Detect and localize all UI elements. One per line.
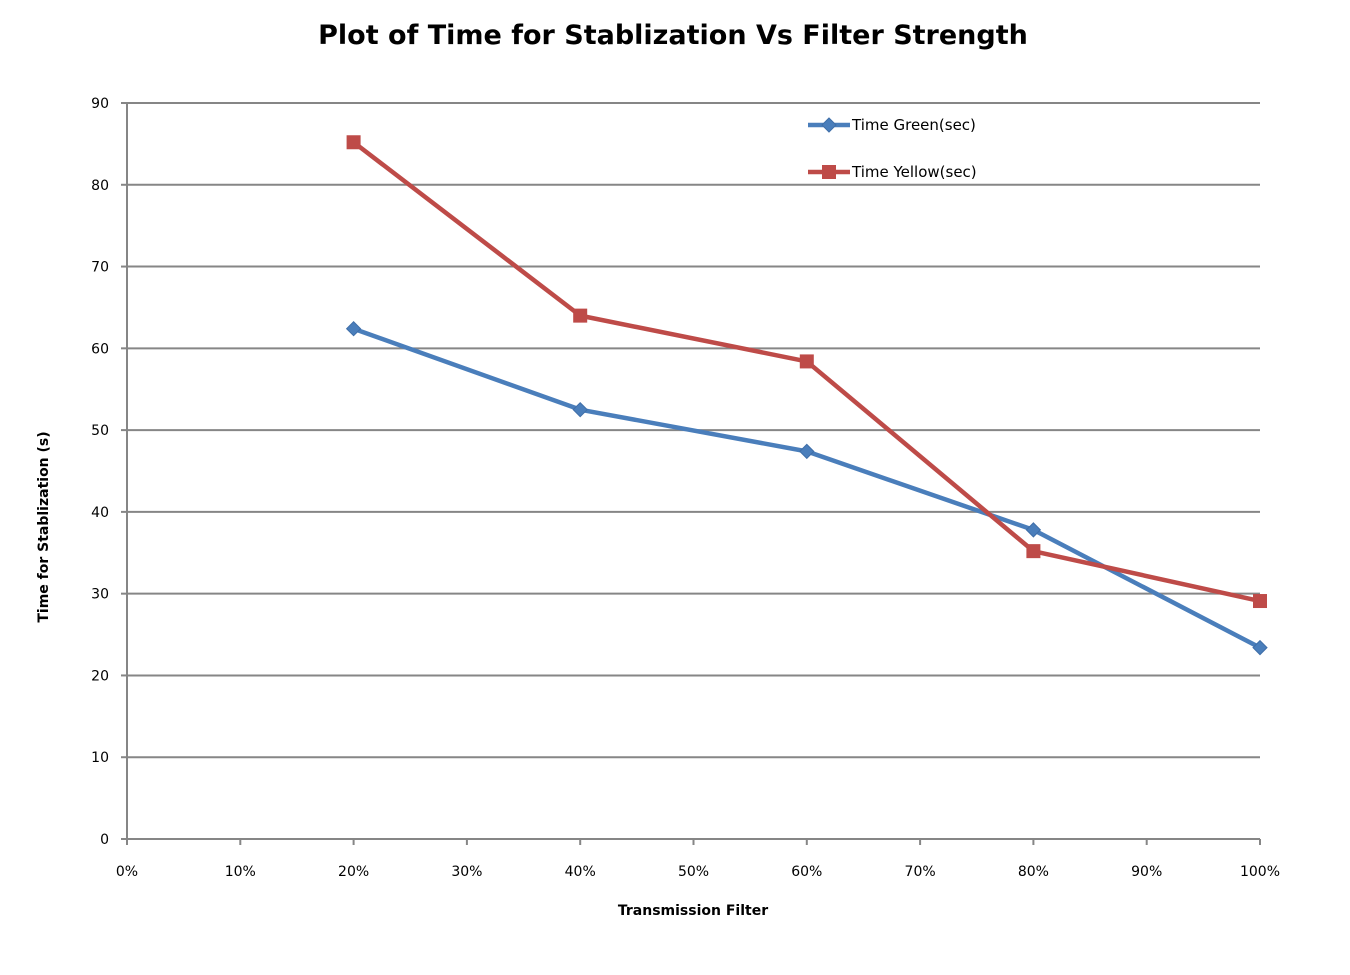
x-tick-label: 60%	[791, 864, 822, 880]
legend-label: Time Green(sec)	[851, 116, 976, 134]
series-time-green	[345, 320, 1268, 656]
x-tick-label: 80%	[1018, 864, 1049, 880]
y-tick-labels: 0 10 20 30 40 50 60 70 80 90	[91, 96, 109, 848]
x-tick-label: 40%	[565, 864, 596, 880]
data-point	[1252, 639, 1268, 656]
x-tick-label: 50%	[678, 864, 709, 880]
x-tick-label: 100%	[1240, 864, 1280, 880]
y-tick-label: 60	[91, 341, 109, 357]
data-point	[1253, 594, 1267, 609]
legend-item: Time Yellow(sec)	[808, 163, 977, 181]
data-point	[572, 401, 588, 418]
legend-marker	[821, 117, 837, 133]
y-tick-label: 10	[91, 750, 109, 766]
y-tick-label: 40	[91, 505, 109, 521]
data-point	[1025, 522, 1042, 538]
x-tick-label: 90%	[1131, 864, 1162, 880]
data-point	[799, 443, 815, 460]
series-line	[352, 326, 1262, 650]
x-tick-label: 0%	[116, 864, 138, 880]
y-tick-label: 50	[91, 423, 109, 439]
y-tick-label: 70	[91, 260, 109, 276]
y-tick-label: 80	[91, 178, 109, 194]
axes	[121, 102, 1261, 845]
data-point	[573, 308, 588, 323]
chart-title: Plot of Time for Stablization Vs Filter …	[318, 20, 1028, 51]
series-group	[345, 135, 1268, 656]
y-tick-label: 0	[100, 832, 109, 848]
legend-marker	[822, 165, 836, 179]
data-point	[346, 135, 361, 150]
x-axis-label: Transmission Filter	[618, 903, 768, 919]
data-point	[345, 320, 362, 337]
x-tick-label: 70%	[905, 864, 936, 880]
x-tick-label: 10%	[225, 864, 256, 880]
legend-label: Time Yellow(sec)	[851, 163, 977, 181]
series-line	[352, 140, 1261, 604]
y-axis-label: Time for Stablization (s)	[36, 431, 52, 622]
data-point	[1026, 544, 1041, 559]
y-tick-label: 90	[91, 96, 109, 112]
series-time-yellow	[346, 135, 1267, 609]
legend-item: Time Green(sec)	[808, 116, 976, 134]
y-tick-label: 20	[91, 668, 109, 684]
legend: Time Green(sec) Time Yellow(sec)	[808, 116, 977, 181]
x-tick-labels: 0% 10% 20% 30% 40% 50% 60% 70% 80% 90% 100%	[116, 864, 1280, 880]
y-tick-label: 30	[91, 587, 109, 603]
data-point	[799, 354, 814, 369]
x-tick-label: 30%	[451, 864, 482, 880]
x-tick-label: 20%	[338, 864, 369, 880]
